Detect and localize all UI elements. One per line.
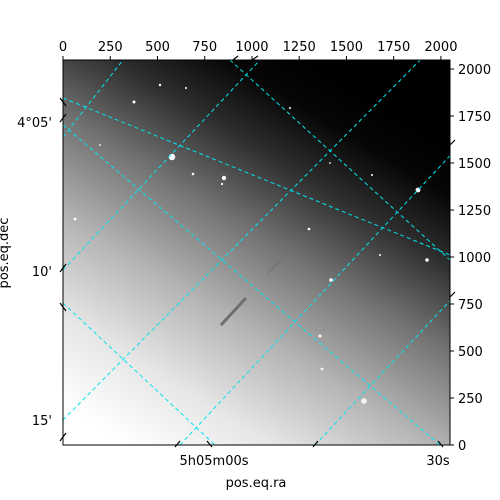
grid-line: [314, 299, 450, 445]
star: [361, 398, 367, 404]
y-axis-title: pos.eq.dec: [0, 218, 12, 289]
star: [221, 175, 227, 181]
coordinate-grid: [63, 60, 450, 445]
star: [329, 162, 331, 164]
axes-frame: [62, 59, 451, 446]
y-tick-label: 2000: [458, 63, 491, 78]
plot-area: [63, 60, 450, 445]
x-tick-label: 750: [192, 40, 217, 55]
star: [320, 367, 324, 371]
x-tick-label: 250: [98, 40, 123, 55]
streak-2: [267, 246, 294, 274]
grid-line: [63, 60, 261, 271]
star-field: [73, 83, 429, 404]
star: [73, 217, 77, 221]
x-tick-label: 1000: [235, 40, 268, 55]
grid-line: [63, 124, 441, 445]
y-tick-label: 1750: [458, 110, 491, 125]
star: [371, 174, 373, 176]
star: [289, 107, 291, 109]
star: [185, 87, 187, 89]
star: [425, 258, 429, 262]
star: [318, 334, 322, 338]
star: [168, 153, 176, 161]
dec-tick-label: 4°05': [17, 116, 52, 131]
world-tick-marks: [59, 55, 456, 448]
y-axis-right-ticks: 0 250 500 750 1000 1250 1500 1750 2000: [450, 63, 491, 454]
star: [379, 254, 381, 256]
x-axis-top-ticks: 0 250 500 750 1000 1250 1500 1750 2000: [59, 40, 457, 60]
y-tick-label: 0: [458, 439, 466, 454]
x-tick-label: 1500: [330, 40, 363, 55]
star: [99, 144, 101, 146]
y-tick-label: 500: [458, 345, 483, 360]
star: [307, 227, 311, 231]
star: [132, 100, 136, 104]
grid-line: [63, 60, 421, 421]
grid-line: [229, 60, 450, 261]
sky-background: [63, 60, 450, 445]
star: [329, 278, 333, 282]
grid-line: [179, 154, 450, 445]
x-tick-label: 0: [59, 40, 67, 55]
star: [220, 182, 224, 186]
y-tick-label: 1250: [458, 204, 491, 219]
y-tick-label: 1500: [458, 157, 491, 172]
grid-line: [63, 60, 124, 138]
y-tick-label: 750: [458, 298, 483, 313]
x-tick-label: 1250: [283, 40, 316, 55]
x-tick-label: 1750: [377, 40, 410, 55]
x-axis-title: pos.eq.ra: [226, 476, 287, 491]
streak-1: [219, 296, 248, 327]
y-tick-label: 1000: [458, 251, 491, 266]
dec-tick-label: 15': [32, 414, 52, 429]
ra-tick-label: 5h05m00s: [179, 454, 248, 469]
y-tick-label: 250: [458, 392, 483, 407]
x-tick-label: 500: [145, 40, 170, 55]
ra-tick-label: 30s: [426, 454, 450, 469]
star: [158, 83, 162, 87]
dec-tick-label: 10': [32, 265, 52, 280]
x-tick-label: 2000: [424, 40, 457, 55]
star: [191, 172, 195, 176]
